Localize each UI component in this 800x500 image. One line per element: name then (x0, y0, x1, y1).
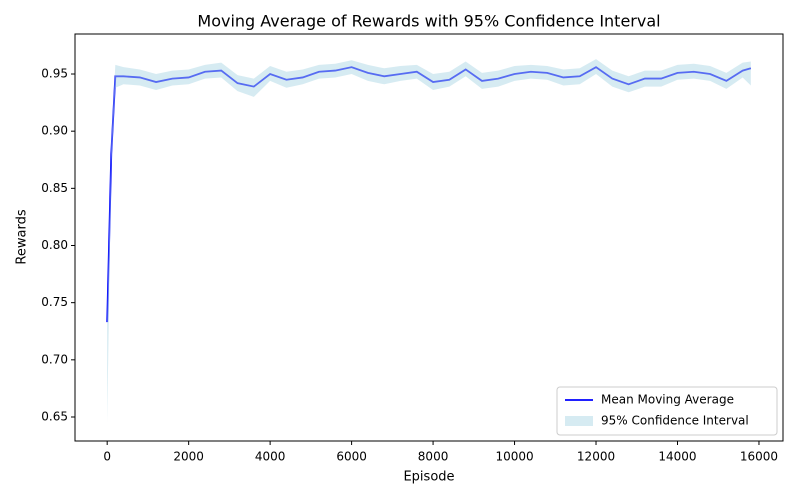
y-tick-label: 0.95 (41, 67, 68, 81)
legend-label: Mean Moving Average (601, 393, 734, 407)
x-tick-label: 14000 (658, 450, 696, 464)
legend-label: 95% Confidence Interval (601, 414, 749, 428)
y-tick-label: 0.90 (41, 124, 68, 138)
x-tick-label: 12000 (577, 450, 615, 464)
y-tick-label: 0.85 (41, 181, 68, 195)
x-tick-label: 0 (103, 450, 111, 464)
mean-line (106, 66, 752, 323)
legend-box (556, 386, 778, 436)
confidence-band (107, 59, 751, 423)
x-tick-label: 2000 (173, 450, 204, 464)
x-axis-label: Episode (403, 470, 454, 485)
chart-title: Moving Average of Rewards with 95% Confi… (197, 12, 660, 31)
y-tick-label: 0.80 (41, 238, 68, 252)
y-tick-label: 0.75 (41, 295, 68, 309)
y-tick-label: 0.65 (41, 409, 68, 423)
x-tick-label: 8000 (418, 450, 449, 464)
axes-frame (74, 33, 784, 442)
x-tick-label: 10000 (495, 450, 533, 464)
y-tick-label: 0.70 (41, 352, 68, 366)
x-tick-label: 16000 (740, 450, 778, 464)
legend-swatch (565, 416, 593, 426)
legend: Mean Moving Average 95% Confidence Interv… (556, 386, 778, 436)
x-tick-label: 4000 (255, 450, 286, 464)
x-tick-label: 6000 (336, 450, 367, 464)
y-axis-label: Rewards (15, 209, 30, 264)
